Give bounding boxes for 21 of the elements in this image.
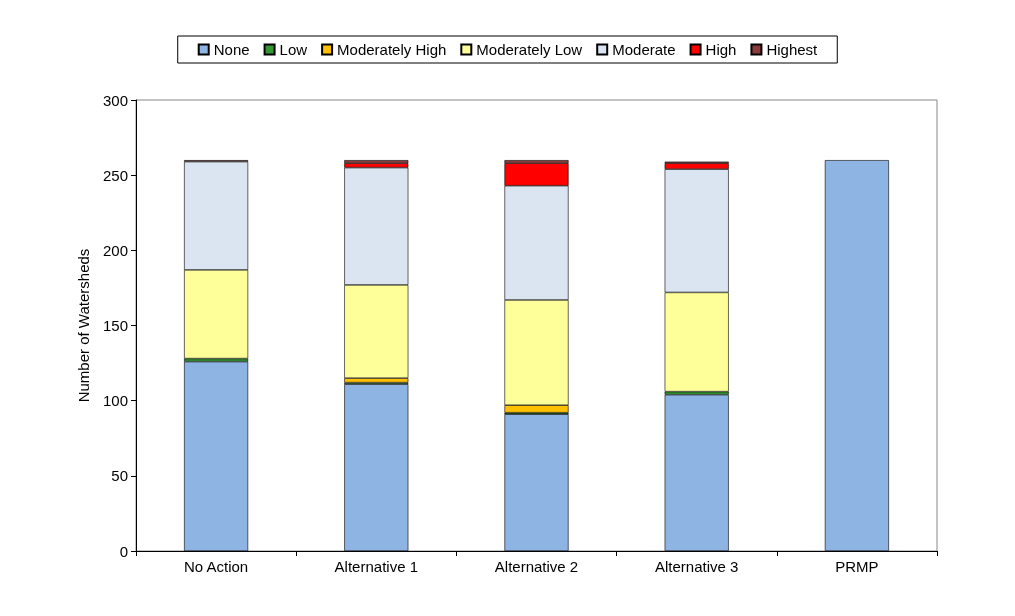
y-tick-label: 200 bbox=[102, 241, 128, 259]
x-tick-label: PRMP bbox=[835, 558, 879, 575]
y-axis-title: Number of Watersheds bbox=[75, 248, 92, 403]
x-tick-label: No Action bbox=[183, 558, 249, 575]
legend-label: Highest bbox=[766, 41, 819, 58]
y-tick-label: 0 bbox=[119, 542, 128, 560]
x-tick-label: Alternative 2 bbox=[494, 558, 579, 575]
x-tick-label: Alternative 1 bbox=[334, 558, 418, 575]
legend-label: Low bbox=[279, 41, 308, 58]
x-tick-label: Alternative 3 bbox=[655, 558, 739, 575]
bar bbox=[344, 160, 409, 164]
legend-label: Moderately Low bbox=[476, 41, 583, 58]
legend-label: Moderate bbox=[612, 41, 676, 58]
y-tick-label: 50 bbox=[111, 467, 128, 485]
y-tick-label: 300 bbox=[102, 91, 128, 109]
legend-label: None bbox=[213, 41, 250, 58]
y-tick-label: 100 bbox=[102, 392, 128, 410]
y-tick-label: 250 bbox=[102, 166, 128, 184]
legend-label: High bbox=[705, 41, 737, 58]
y-tick-label: 150 bbox=[102, 317, 128, 334]
legend-label: Moderately High bbox=[337, 41, 447, 58]
